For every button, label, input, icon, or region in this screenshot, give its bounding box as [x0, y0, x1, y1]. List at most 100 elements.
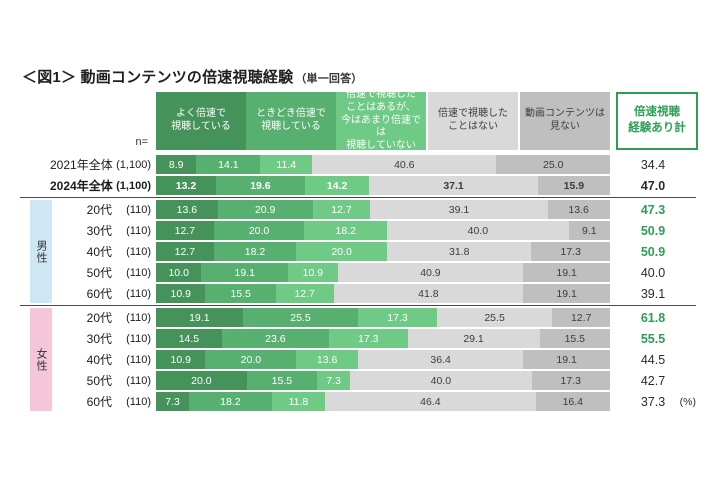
- bar-segment: 17.3: [531, 371, 610, 390]
- row-total: 40.0: [640, 265, 666, 280]
- row-total: 44.5: [640, 352, 666, 367]
- bar-segment: 13.6: [296, 350, 359, 369]
- n-equals-label: n=: [135, 136, 148, 148]
- table-row: 男性 20代 (110) 13.6 20.9 12.7 39.1 13.6 47.3: [20, 200, 696, 303]
- bar-segment: 13.6: [547, 200, 610, 219]
- chart-title: ＜図1＞ 動画コンテンツの倍速視聴経験 （単一回答）: [22, 66, 363, 87]
- bar-segment: 13.6: [156, 200, 218, 219]
- bar-segment: 20.0: [296, 242, 388, 261]
- percent-unit-note: (%): [679, 395, 696, 408]
- bar-segment: 39.1: [370, 200, 548, 219]
- row-n-value: (110): [126, 203, 151, 216]
- bar-segment: 29.1: [407, 329, 540, 348]
- row-label: 50代: [86, 374, 112, 388]
- row-total: 42.7: [640, 373, 666, 388]
- gender-cell: [20, 350, 50, 369]
- bar-segment: 12.7: [156, 242, 214, 261]
- table-row: 2021年全体 (1,100) 8.9 14.1 11.4 40.6 25.0 34.4: [20, 155, 696, 174]
- stacked-bar: 8.9 14.1 11.4 40.6 25.0: [156, 155, 610, 174]
- bar-segment: 15.9: [537, 176, 610, 195]
- chart-title-suffix: （単一回答）: [295, 73, 363, 85]
- bar-segment: 20.9: [217, 200, 313, 219]
- gender-cell: [20, 284, 50, 303]
- gender-cell: [20, 371, 50, 390]
- gender-group-label: 男性: [30, 200, 52, 303]
- bar-segment: 13.2: [156, 176, 216, 195]
- table-row: 女性 20代 (110) 19.1 25.5 17.3 25.5 12.7 61.8: [20, 308, 696, 411]
- stacked-bar: 20.0 15.5 7.3 40.0 17.3: [156, 371, 610, 390]
- table-row: 50代 (110) 10.0 19.1 10.9 40.9 19.1 40.0: [20, 263, 696, 282]
- legend: よく倍速で 視聴している ときどき倍速で 視聴している 倍速で視聴した ことはあるが…: [156, 89, 610, 151]
- bar-segment: 20.0: [156, 371, 247, 390]
- gender-cell: [20, 176, 50, 195]
- row-label: 40代: [86, 353, 112, 367]
- stacked-bar: 12.7 18.2 20.0 31.8 17.3: [156, 242, 610, 261]
- gender-cell: [20, 329, 50, 348]
- bar-segment: 14.1: [196, 155, 261, 174]
- row-n-value: (110): [126, 332, 151, 345]
- bar-segment: 31.8: [387, 242, 532, 261]
- row-n-value: (110): [126, 245, 151, 258]
- row-n-value: (110): [126, 395, 151, 408]
- bar-segment: 17.3: [358, 308, 437, 327]
- gender-cell: 女性: [20, 308, 52, 411]
- stacked-bar: 7.3 18.2 11.8 46.4 16.4: [156, 392, 610, 411]
- bar-segment: 19.1: [201, 263, 289, 282]
- row-label: 40代: [86, 245, 112, 259]
- bar-segment: 36.4: [358, 350, 524, 369]
- bar-segment: 10.9: [156, 350, 206, 369]
- bar-segment: 18.2: [189, 392, 272, 411]
- legend-item: 動画コンテンツは 見ない: [518, 92, 610, 150]
- row-n-value: (110): [126, 224, 151, 237]
- bar-segment: 25.5: [242, 308, 359, 327]
- bar-segment: 11.4: [260, 155, 313, 174]
- bar-segment: 40.6: [312, 155, 497, 174]
- bar-segment: 37.1: [369, 176, 538, 195]
- row-total: 37.3 (%): [640, 394, 696, 409]
- bar-segment: 12.7: [275, 284, 334, 303]
- bar-segment: 40.0: [350, 371, 532, 390]
- stacked-bar: 10.9 15.5 12.7 41.8 19.1: [156, 284, 610, 303]
- row-label: 20代: [86, 203, 112, 217]
- bar-segment: 11.8: [271, 392, 326, 411]
- table-row: 50代 (110) 20.0 15.5 7.3 40.0 17.3 42.7: [20, 371, 696, 390]
- bar-segment: 23.6: [221, 329, 329, 348]
- bar-segment: 46.4: [325, 392, 536, 411]
- row-label: 2024年全体: [50, 179, 113, 193]
- bar-segment: 17.3: [531, 242, 610, 261]
- bar-segment: 10.9: [156, 284, 206, 303]
- bar-segment: 19.1: [156, 308, 243, 327]
- table-row: 30代 (110) 14.5 23.6 17.3 29.1 15.5 55.5: [20, 329, 696, 348]
- row-total: 47.0: [640, 178, 666, 193]
- row-label: 30代: [86, 332, 112, 346]
- bar-segment: 12.7: [552, 308, 610, 327]
- bar-segment: 40.9: [337, 263, 524, 282]
- legend-item: 倍速で視聴した ことはあるが、 今はあまり倍速では 視聴していない: [336, 89, 426, 151]
- bar-segment: 12.7: [312, 200, 371, 219]
- bar-segment: 19.1: [523, 284, 610, 303]
- bar-segment: 20.0: [205, 350, 297, 369]
- row-total: 61.8: [640, 310, 666, 325]
- group-separator-line: [20, 305, 696, 306]
- stacked-bar: 13.6 20.9 12.7 39.1 13.6: [156, 200, 610, 219]
- bar-segment: 15.5: [205, 284, 276, 303]
- bar-segment: 10.0: [156, 263, 202, 282]
- bar-segment: 25.5: [436, 308, 553, 327]
- gender-cell: [20, 242, 50, 261]
- gender-group-label: 女性: [30, 308, 52, 411]
- row-label: 20代: [86, 311, 112, 325]
- gender-cell: [20, 392, 50, 411]
- bar-segment: 9.1: [568, 221, 610, 240]
- bar-segment: 41.8: [333, 284, 524, 303]
- gender-cell: [20, 155, 50, 174]
- row-n-value: (110): [126, 266, 151, 279]
- row-total: 50.9: [640, 223, 666, 238]
- bar-segment: 12.7: [156, 221, 214, 240]
- stacked-bar: 10.0 19.1 10.9 40.9 19.1: [156, 263, 610, 282]
- rows: 2021年全体 (1,100) 8.9 14.1 11.4 40.6 25.0 34.4 202…: [20, 155, 696, 413]
- row-label: 60代: [86, 287, 112, 301]
- legend-item: ときどき倍速で 視聴している: [246, 92, 336, 150]
- bar-segment: 7.3: [317, 371, 351, 390]
- bar-segment: 15.5: [539, 329, 610, 348]
